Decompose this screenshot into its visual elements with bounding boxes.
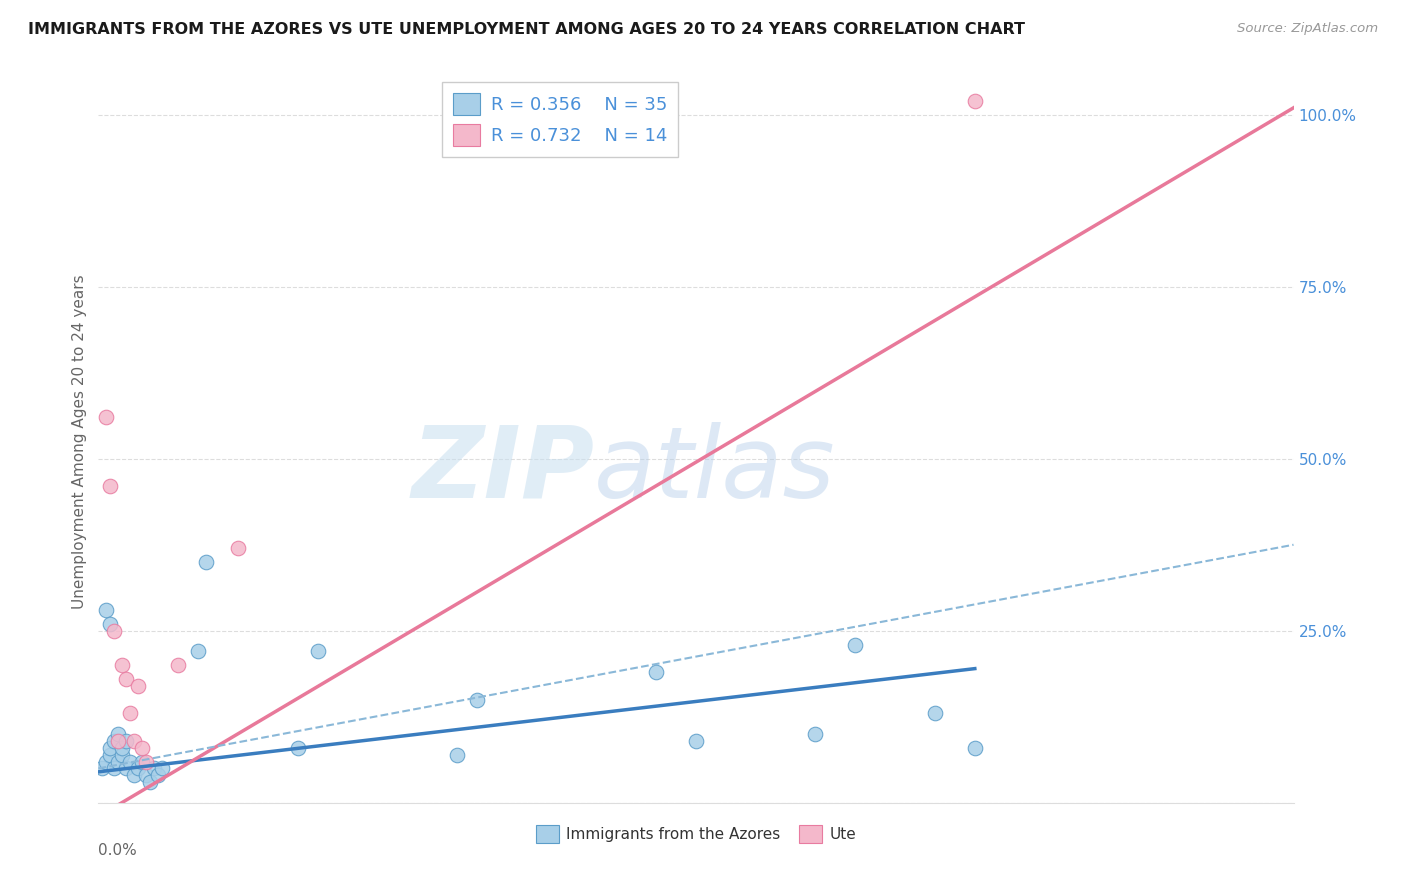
Point [139,775,162,789]
Point [148,768,170,782]
Point [96,755,118,769]
Point [685,734,707,748]
Point [195,555,218,569]
Point [124,734,146,748]
Point [115,672,138,686]
Point [127,679,149,693]
Point [143,761,166,775]
Point [107,755,129,769]
Point [115,734,138,748]
Text: atlas: atlas [595,422,837,519]
Point [120,755,142,769]
Text: Source: ZipAtlas.com: Source: ZipAtlas.com [1237,22,1378,36]
Point [107,727,129,741]
Point [107,734,129,748]
Point [307,644,329,658]
Point [111,658,134,673]
Point [111,747,134,762]
Point [111,740,134,755]
Point [91,761,114,775]
Point [226,541,249,556]
Point [287,740,309,755]
Point [98,616,122,631]
Point [98,747,122,762]
Point [124,768,146,782]
Text: ZIP: ZIP [412,422,595,519]
Point [131,755,153,769]
Point [127,761,149,775]
Point [103,761,125,775]
Point [187,644,209,658]
Point [131,740,153,755]
Point [98,740,122,755]
Point [135,768,157,782]
Point [645,665,668,679]
Legend: Immigrants from the Azores, Ute: Immigrants from the Azores, Ute [530,819,862,849]
Point [96,410,118,425]
Point [167,658,190,673]
Point [103,624,125,638]
Point [844,638,866,652]
Point [135,755,157,769]
Point [150,761,173,775]
Text: IMMIGRANTS FROM THE AZORES VS UTE UNEMPLOYMENT AMONG AGES 20 TO 24 YEARS CORRELA: IMMIGRANTS FROM THE AZORES VS UTE UNEMPL… [28,22,1025,37]
Point [120,706,142,721]
Point [115,761,138,775]
Text: 0.0%: 0.0% [98,843,138,857]
Point [924,706,946,721]
Point [804,727,827,741]
Point [465,692,488,706]
Point [98,479,122,493]
Point [96,603,118,617]
Point [963,94,986,108]
Point [446,747,468,762]
Point [103,734,125,748]
Y-axis label: Unemployment Among Ages 20 to 24 years: Unemployment Among Ages 20 to 24 years [72,274,87,609]
Point [963,740,986,755]
